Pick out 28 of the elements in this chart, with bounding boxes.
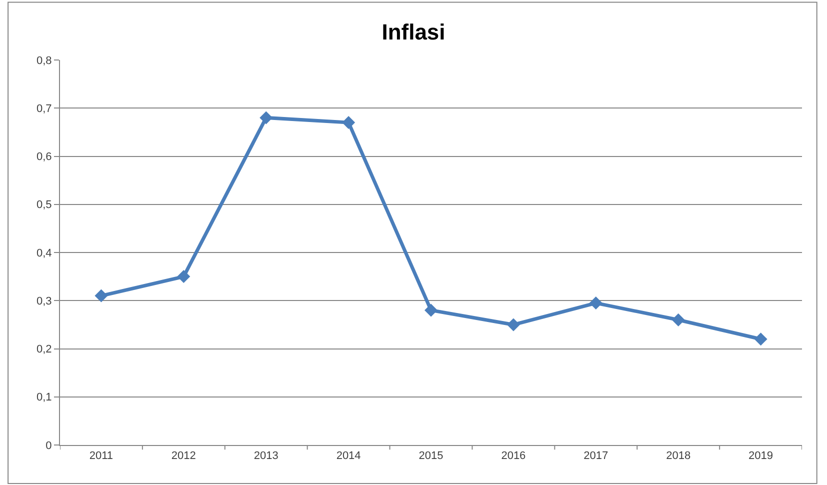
x-tick-label: 2015 xyxy=(418,450,444,462)
y-tick-label: 0,8 xyxy=(36,54,52,67)
y-tick-label: 0,1 xyxy=(36,392,52,404)
y-tick-label: 0,3 xyxy=(36,295,52,308)
x-tick-label: 2013 xyxy=(254,450,278,462)
x-tick-label: 2012 xyxy=(171,450,196,462)
x-tick-label: 2019 xyxy=(748,450,774,462)
point xyxy=(672,313,685,326)
y-tick-label: 0,6 xyxy=(36,151,52,164)
y-tick-label: 0,7 xyxy=(36,102,52,115)
y-tick-label: 0,5 xyxy=(36,199,52,212)
x-tick-label: 2014 xyxy=(336,450,361,462)
chart-title: Inflasi xyxy=(382,20,446,45)
x-tick-label: 2016 xyxy=(501,450,526,462)
point xyxy=(754,332,768,346)
y-tick-label: 0,2 xyxy=(36,344,52,356)
point xyxy=(260,111,273,124)
y-tick-label: 0 xyxy=(46,440,52,452)
x-tick-label: 2011 xyxy=(89,450,114,462)
point xyxy=(424,304,438,317)
point xyxy=(177,270,190,284)
x-tick-label: 2018 xyxy=(666,450,691,462)
point xyxy=(342,116,356,130)
point xyxy=(94,289,108,302)
point xyxy=(506,318,520,332)
y-tick-label: 0,4 xyxy=(36,247,52,260)
x-tick-label: 2017 xyxy=(584,450,608,462)
point xyxy=(589,296,602,310)
